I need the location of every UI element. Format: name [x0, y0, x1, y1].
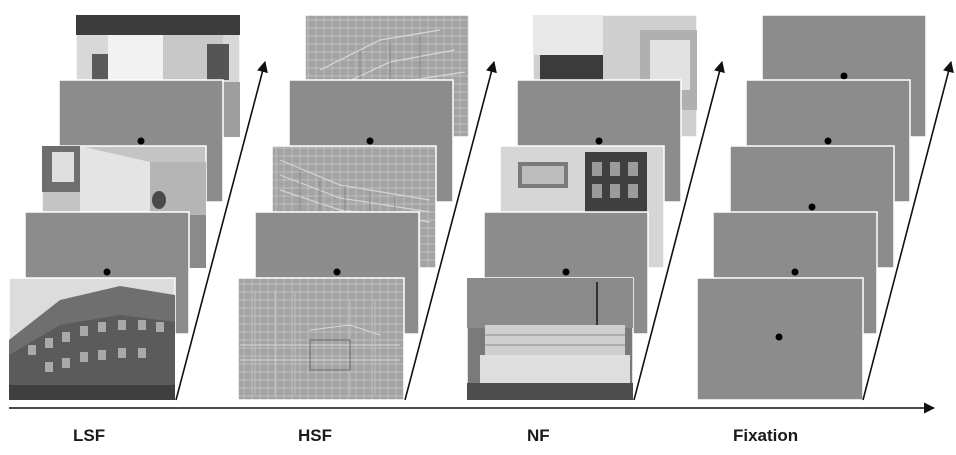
fixation-dot-4 [791, 268, 799, 276]
fixation-sequence-arrow-icon [862, 60, 954, 401]
hsf-sequence-arrow-icon [404, 60, 497, 401]
hsf-fixation-dot-1 [366, 137, 374, 145]
nf-photo-3 [466, 277, 634, 401]
fixation-dot-5 [775, 333, 783, 341]
nf-fixation-dot-1 [595, 137, 603, 145]
nf-fixation-dot-2 [562, 268, 570, 276]
fixation-dot-2 [824, 137, 832, 145]
label-fixation: Fixation [733, 426, 798, 445]
label-hsf: HSF [298, 426, 332, 445]
fixation-dot-3 [808, 203, 816, 211]
fixation-stack [696, 14, 954, 401]
hsf-photo-3 [237, 277, 405, 401]
lsf-photo-3 [8, 277, 176, 401]
hsf-stack [237, 14, 497, 401]
lsf-fixation-dot-1 [137, 137, 145, 145]
nf-sequence-arrow-icon [633, 60, 725, 401]
hsf-fixation-dot-2 [333, 268, 341, 276]
label-nf: NF [527, 426, 550, 445]
lsf-fixation-dot-2 [103, 268, 111, 276]
label-lsf: LSF [73, 426, 105, 445]
lsf-sequence-arrow-icon [175, 60, 268, 401]
nf-stack [466, 14, 725, 401]
lsf-stack [8, 14, 268, 401]
fixation-dot-1 [840, 72, 848, 80]
